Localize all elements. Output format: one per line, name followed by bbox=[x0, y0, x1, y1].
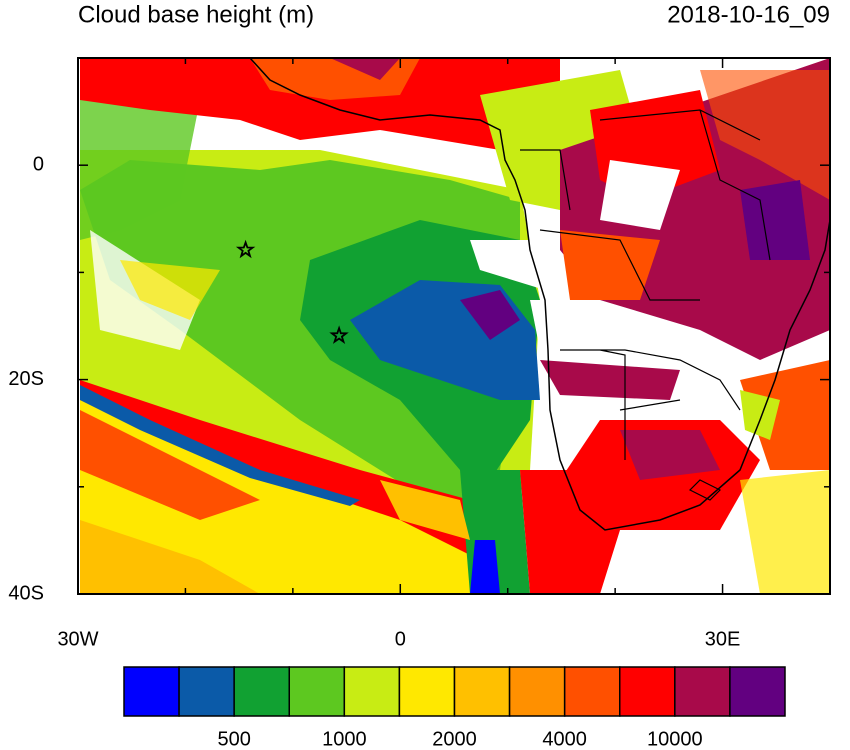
site-marker bbox=[235, 239, 256, 259]
colorbar-box bbox=[178, 666, 235, 717]
x-tick-label: 0 bbox=[395, 628, 406, 650]
colorbar-label: 1000 bbox=[322, 728, 367, 750]
y-tick-label: 0 bbox=[33, 153, 44, 175]
colorbar-box bbox=[563, 666, 621, 717]
x-tick-label: 30W bbox=[57, 628, 98, 650]
timestamp: 2018-10-16_09 bbox=[667, 1, 830, 28]
y-tick-label: 20S bbox=[8, 368, 44, 390]
colorbar-box bbox=[343, 666, 401, 717]
y-tick-label: 40S bbox=[8, 582, 44, 604]
colorbar-label: 500 bbox=[217, 728, 250, 750]
colorbar-box bbox=[123, 666, 180, 717]
x-tick-label: 30E bbox=[705, 628, 741, 650]
colorbar-box bbox=[619, 666, 676, 717]
site-marker bbox=[329, 325, 349, 344]
colorbar-box bbox=[233, 666, 291, 717]
colorbar-box bbox=[453, 666, 511, 717]
colorbar-box bbox=[729, 666, 786, 717]
colorbar-label: 10000 bbox=[647, 728, 703, 750]
colorbar-box bbox=[398, 666, 456, 717]
colorbar-box bbox=[508, 666, 566, 717]
colorbar-box bbox=[674, 666, 731, 717]
colorbar-box bbox=[288, 666, 346, 717]
cloud-field bbox=[78, 58, 830, 594]
title: Cloud base height (m) bbox=[78, 1, 314, 28]
colorbar-label: 2000 bbox=[432, 728, 477, 750]
map-frame bbox=[77, 57, 831, 595]
colorbar-label: 4000 bbox=[542, 728, 587, 750]
